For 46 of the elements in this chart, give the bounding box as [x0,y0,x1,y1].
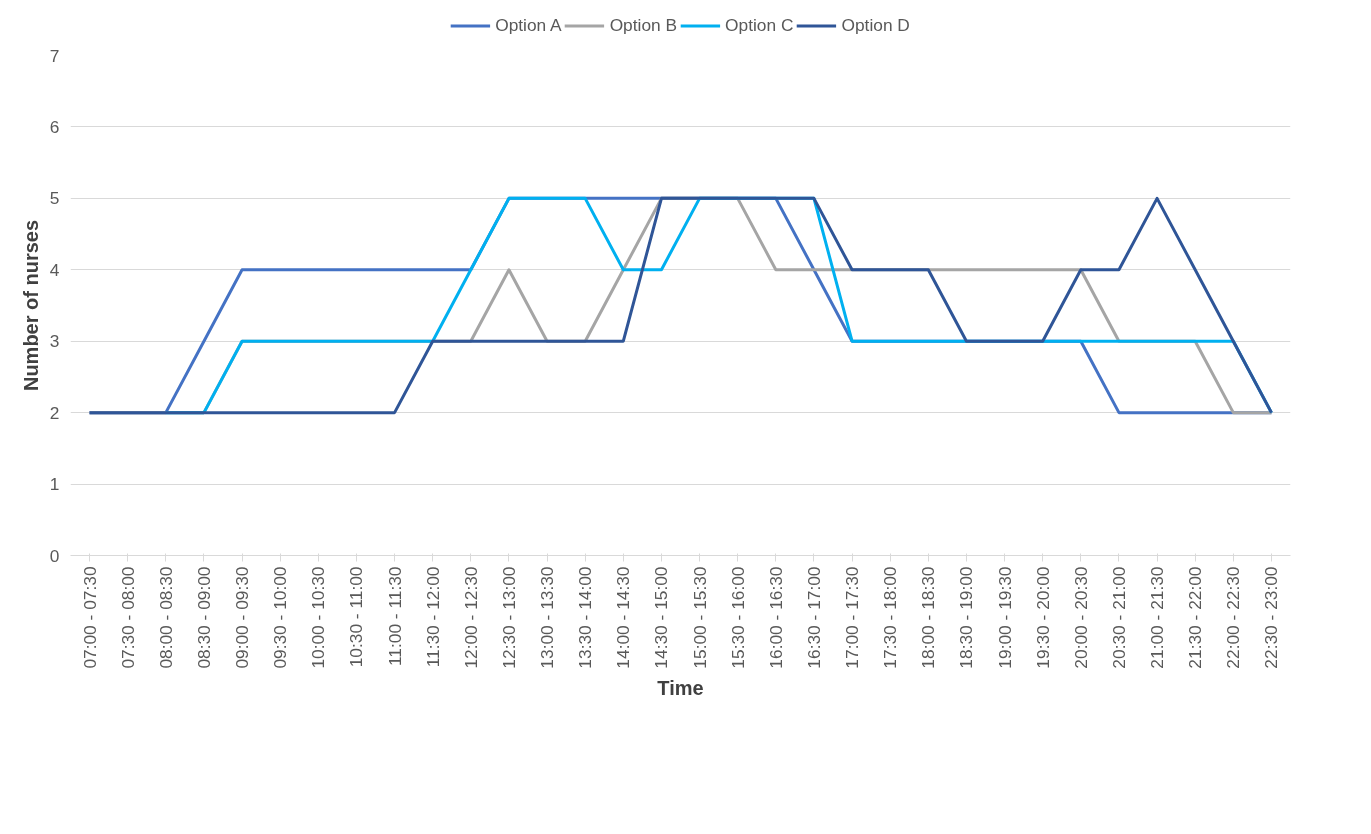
x-tick-label: 18:30 - 19:00 [956,566,977,669]
x-tick-label: 09:30 - 10:00 [270,566,291,669]
x-tick-label: 19:00 - 19:30 [994,566,1015,669]
x-tick-label: 08:00 - 08:30 [155,566,176,669]
y-tick-label: 7 [49,45,60,66]
x-tick-label: 22:00 - 22:30 [1223,566,1244,669]
x-tick-label: 14:00 - 14:30 [613,566,634,669]
x-tick-label: 07:00 - 07:30 [79,566,100,669]
y-tick-label: 2 [49,402,60,423]
x-tick-label: 13:00 - 13:30 [537,566,558,669]
x-tick-label: 15:00 - 15:30 [689,566,710,669]
y-tick-label: 3 [49,331,60,352]
legend-label: Option B [609,14,678,36]
x-tick-label: 07:30 - 08:00 [117,566,138,669]
x-axis-title: Time [657,676,704,699]
x-tick-label: 16:30 - 17:00 [803,566,824,669]
x-tick-label: 19:30 - 20:00 [1032,566,1053,669]
x-tick-label: 10:00 - 10:30 [308,566,329,669]
x-tick-label: 10:30 - 11:00 [346,566,367,668]
x-tick-label: 17:00 - 17:30 [842,566,863,669]
legend-label: Option A [495,14,562,36]
legend-label: Option C [725,14,794,36]
x-tick-label: 11:30 - 12:00 [422,566,443,668]
y-axis-title: Number of nurses [19,219,42,392]
x-tick-label: 20:30 - 21:00 [1108,566,1129,669]
x-tick-label: 15:30 - 16:00 [727,566,748,669]
x-tick-label: 13:30 - 14:00 [575,566,596,669]
x-tick-label: 12:00 - 12:30 [460,566,481,669]
x-tick-label: 08:30 - 09:00 [193,566,214,669]
y-tick-label: 1 [49,474,60,495]
x-tick-label: 12:30 - 13:00 [498,566,519,669]
y-tick-label: 5 [49,188,60,209]
x-tick-label: 21:30 - 22:00 [1185,566,1206,669]
y-tick-label: 6 [49,116,60,137]
y-tick-label: 4 [49,259,60,280]
x-tick-label: 17:30 - 18:00 [880,566,901,669]
x-tick-label: 14:30 - 15:00 [651,566,672,669]
x-tick-label: 16:00 - 16:30 [765,566,786,669]
x-tick-label: 11:00 - 11:30 [384,566,405,667]
x-tick-label: 22:30 - 23:00 [1261,566,1282,669]
x-tick-label: 18:00 - 18:30 [918,566,939,669]
y-tick-label: 0 [49,545,60,566]
x-tick-label: 20:00 - 20:30 [1070,566,1091,669]
x-tick-label: 21:00 - 21:30 [1147,566,1168,669]
legend-label: Option D [841,14,910,36]
x-tick-label: 09:00 - 09:30 [232,566,253,669]
